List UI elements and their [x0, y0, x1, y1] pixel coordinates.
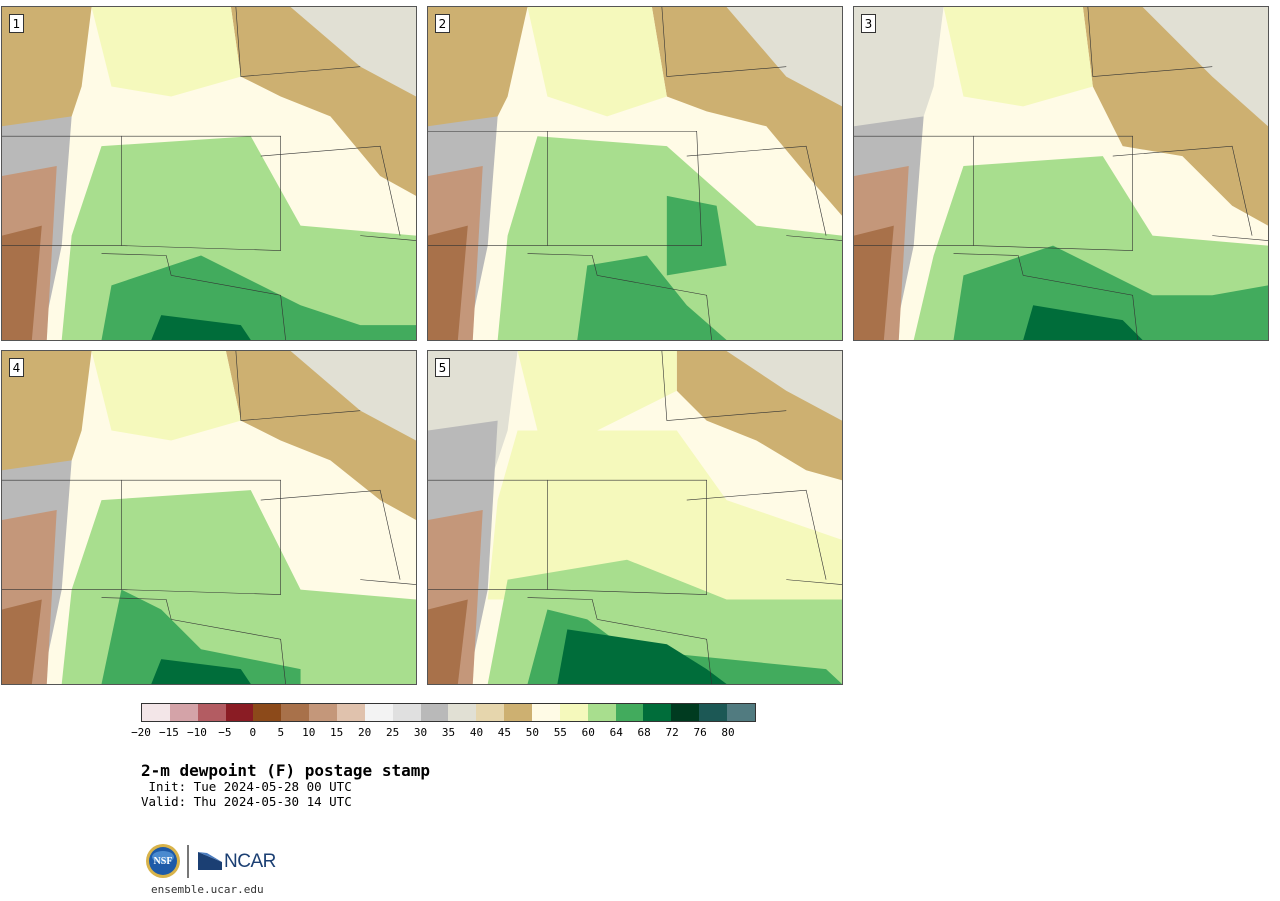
colorbar-tick: 68 — [637, 726, 651, 739]
map-panel-1: 1 — [1, 6, 417, 341]
colorbar-tick: 64 — [609, 726, 623, 739]
colorbar-tick: 20 — [358, 726, 372, 739]
colorbar-tick: 35 — [441, 726, 456, 739]
ncar-logo — [198, 852, 222, 870]
colorbar-swatch — [197, 704, 226, 721]
colorbar-swatch — [476, 704, 505, 721]
colorbar-swatch — [448, 704, 477, 721]
dewpoint-map — [428, 7, 842, 340]
init-time: Init: Tue 2024-05-28 00 UTC — [141, 779, 352, 794]
colorbar-swatch — [364, 704, 393, 721]
colorbar-swatch — [727, 704, 755, 721]
colorbar-tick: 25 — [385, 726, 400, 739]
colorbar-swatch — [337, 704, 365, 721]
colorbar-swatch — [392, 704, 421, 721]
panel-number-label: 3 — [861, 14, 876, 33]
colorbar-tick: 60 — [581, 726, 595, 739]
dewpoint-map — [428, 351, 842, 684]
colorbar-tick: −20 — [131, 726, 151, 739]
colorbar-swatch — [420, 704, 449, 721]
colorbar-tick: 30 — [413, 726, 428, 739]
colorbar-swatch — [643, 704, 672, 721]
colorbar-swatch — [281, 704, 310, 721]
dewpoint-colorbar — [141, 703, 756, 722]
colorbar-tick: 40 — [469, 726, 484, 739]
colorbar-tick: 80 — [721, 726, 735, 739]
colorbar-swatch — [169, 704, 198, 721]
colorbar-swatch — [699, 704, 728, 721]
colorbar-tick: 76 — [693, 726, 707, 739]
site-url: ensemble.ucar.edu — [151, 883, 264, 896]
colorbar-tick: −5 — [218, 726, 232, 739]
colorbar-tick: 45 — [497, 726, 512, 739]
colorbar-tick: 10 — [302, 726, 316, 739]
panel-number-label: 4 — [9, 358, 24, 377]
map-panel-4: 4 — [1, 350, 417, 685]
map-panel-5: 5 — [427, 350, 843, 685]
dewpoint-map — [2, 7, 416, 340]
colorbar-swatch — [532, 704, 560, 721]
colorbar-swatch — [504, 704, 533, 721]
map-panel-3: 3 — [853, 6, 1269, 341]
colorbar-swatch — [142, 704, 170, 721]
ncar-wordmark: NCAR — [224, 851, 276, 872]
dewpoint-map — [854, 7, 1268, 340]
panel-number-label: 5 — [435, 358, 450, 377]
nsf-logo-text: NSF — [154, 856, 173, 867]
colorbar-tick: 0 — [249, 726, 257, 739]
colorbar-tick: 55 — [553, 726, 567, 739]
colorbar-swatch — [587, 704, 616, 721]
panel-number-label: 1 — [9, 14, 24, 33]
dewpoint-map — [2, 351, 416, 684]
map-title: 2-m dewpoint (F) postage stamp — [141, 761, 430, 780]
colorbar-tick: −15 — [159, 726, 179, 739]
colorbar-swatch — [309, 704, 338, 721]
colorbar-tick: 5 — [277, 726, 285, 739]
colorbar-tick: 15 — [330, 726, 344, 739]
colorbar-swatch — [225, 704, 254, 721]
colorbar-tick-labels: −20 −15 −10 −5 0 5 10 15 20 25 30 35 40 45 50 55 60 64 68 7… — [0, 726, 1280, 742]
colorbar-tick: −10 — [186, 726, 207, 739]
colorbar-tick: 50 — [525, 726, 539, 739]
panel-number-label: 2 — [435, 14, 450, 33]
valid-time: Valid: Thu 2024-05-30 14 UTC — [141, 794, 352, 809]
nsf-logo: NSF — [146, 844, 180, 878]
colorbar-swatch — [615, 704, 644, 721]
colorbar-swatch — [253, 704, 282, 721]
colorbar-swatch — [559, 704, 588, 721]
colorbar-swatch — [671, 704, 700, 721]
logo-divider — [187, 845, 189, 878]
colorbar-tick: 72 — [665, 726, 679, 739]
map-panel-2: 2 — [427, 6, 843, 341]
